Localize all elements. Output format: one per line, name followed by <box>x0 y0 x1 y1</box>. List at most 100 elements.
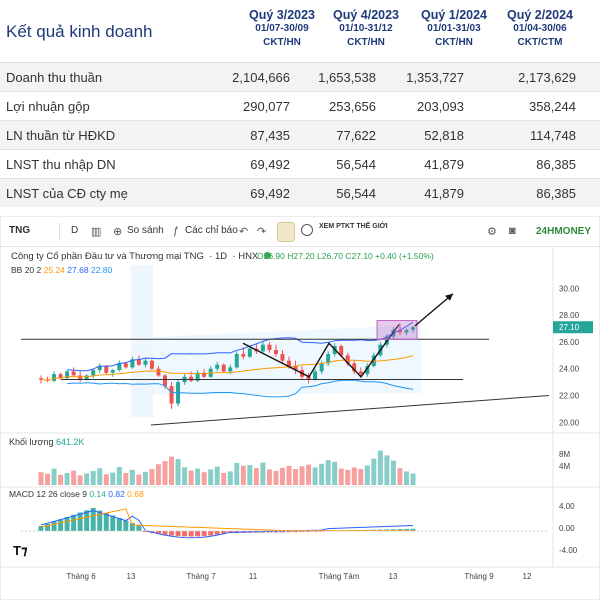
macd-histogram-bar <box>71 514 77 531</box>
row-label: Doanh thu thuần <box>6 70 103 85</box>
candle-body <box>123 363 128 368</box>
row-label: LNST của CĐ cty mẹ <box>6 186 128 201</box>
indicators-button[interactable]: Các chỉ báo <box>185 225 238 236</box>
candle-body <box>280 354 285 361</box>
globe-icon <box>301 224 313 236</box>
row-value: 69,492 <box>250 157 290 172</box>
symbol-search[interactable]: TNG <box>9 225 31 236</box>
candle-body <box>65 371 70 379</box>
indicators-icon[interactable]: ƒ <box>173 225 180 237</box>
add-icon[interactable]: ⊕ <box>113 226 123 238</box>
row-value: 86,385 <box>536 186 576 201</box>
volume-bar <box>149 469 155 485</box>
row-value: 56,544 <box>336 157 376 172</box>
macd-histogram-bar <box>306 531 312 532</box>
macd-histogram-bar <box>162 531 168 535</box>
volume-bar <box>90 471 96 485</box>
candle-body <box>149 360 154 369</box>
row-value: 2,104,666 <box>232 70 290 85</box>
volume-bar <box>227 471 233 485</box>
business-results-table: Kết quả kinh doanh Quý 3/2023 01/07-30/0… <box>0 0 600 212</box>
time-tick-label: 13 <box>389 572 398 581</box>
quarter-header: Quý 3/2023 01/07-30/09 CKT/HN <box>238 8 326 50</box>
camera-icon[interactable]: ◙ <box>509 225 516 237</box>
macd-histogram-bar <box>77 512 83 531</box>
macd-histogram-bar <box>312 531 318 532</box>
macd-line: 0.82 <box>108 489 125 499</box>
table-row: Lợi nhuận gộp 290,077 253,656 203,093 35… <box>0 91 600 120</box>
bollinger-lower-line <box>67 379 414 398</box>
macd-histogram-bar <box>90 508 96 531</box>
volume-bar <box>45 473 51 485</box>
macd-signal: 0.68 <box>127 489 144 499</box>
volume-bar <box>358 469 364 485</box>
volume-bar <box>51 468 57 485</box>
candle-body <box>313 371 318 380</box>
volume-bar <box>351 467 357 485</box>
volume-bar <box>129 469 135 485</box>
toolbar-divider <box>59 223 60 241</box>
quarter-label: Quý 4/2023 <box>332 8 399 22</box>
ascending-trendline <box>150 395 550 426</box>
ohlc-readout: O26.90 H27.20 L26.70 C27.10 +0.40 (+1.50… <box>257 251 434 261</box>
candle-body <box>358 371 363 375</box>
macd-histogram-bar <box>110 515 116 531</box>
interval-button[interactable]: D <box>71 225 79 236</box>
volume-bar <box>364 465 370 485</box>
candle-body <box>273 349 278 355</box>
row-value: 56,544 <box>336 186 376 201</box>
chart-canvas[interactable]: 30.00 28.00 26.00 24.00 22.00 20.00 8M 4M 4.00 0.… <box>1 217 599 599</box>
macd-histogram-bar <box>293 531 299 533</box>
volume-bar <box>403 471 409 485</box>
bollinger-fill <box>131 265 153 417</box>
redo-icon[interactable]: ↷ <box>257 226 267 238</box>
macd-histogram-bar <box>97 510 103 531</box>
quarter-header: Quý 2/2024 01/04-30/06 CKT/CTM <box>496 8 584 50</box>
macd-histogram-bar <box>208 531 214 536</box>
macd-histogram-bar <box>410 528 416 531</box>
volume-bar <box>116 467 122 485</box>
stock-chart[interactable]: TNG D ▥ ⊕ So sánh ƒ Các chỉ báo ↶ ↷ XEM … <box>0 216 600 600</box>
row-value: 1,353,727 <box>406 70 464 85</box>
world-analysis-link[interactable]: XEM PTKT THẾ GIỚI <box>319 223 388 230</box>
partner-logo[interactable] <box>277 222 295 242</box>
volume-bar <box>286 465 292 485</box>
volume-bar <box>64 473 70 485</box>
volume-bar <box>84 473 90 485</box>
macd-histogram-bar <box>45 523 51 531</box>
tradingview-logo[interactable]: T⁊ <box>13 543 28 558</box>
results-header: Kết quả kinh doanh Quý 3/2023 01/07-30/0… <box>0 0 600 62</box>
compare-button[interactable]: So sánh <box>127 225 164 236</box>
volume-bar <box>103 474 109 485</box>
macd-legend: MACD 12 26 close 9 0.14 0.82 0.68 <box>9 489 144 499</box>
volume-bar <box>182 467 188 485</box>
table-row: LNST thu nhập DN 69,492 56,544 41,879 86… <box>0 149 600 178</box>
candles-icon[interactable]: ▥ <box>91 226 102 238</box>
quarter-header: Quý 1/2024 01/01-31/03 CKT/HN <box>410 8 498 50</box>
volume-bar <box>188 470 194 485</box>
zigzag-pattern-drawing <box>242 324 400 378</box>
volume-bar <box>201 472 207 485</box>
volume-bar <box>110 472 116 485</box>
gear-icon[interactable]: ⚙ <box>487 226 497 238</box>
volume-bar <box>266 469 272 485</box>
volume-bar <box>234 463 240 485</box>
candle-body <box>163 375 167 387</box>
candle-body <box>287 360 291 367</box>
undo-icon[interactable]: ↶ <box>239 226 249 238</box>
candle-body <box>97 366 102 371</box>
volume-bar <box>214 466 220 485</box>
macd-histogram-bar <box>279 531 285 533</box>
candle-body <box>397 329 402 333</box>
price-tick-label: 28.00 <box>559 311 580 320</box>
bb-upper: 27.68 <box>67 265 89 275</box>
volume-bar <box>312 467 318 485</box>
table-row: Doanh thu thuần 2,104,666 1,653,538 1,35… <box>0 62 600 91</box>
bollinger-legend: BB 20 2 25.24 27.68 22.80 <box>11 265 112 275</box>
row-value: 290,077 <box>243 99 290 114</box>
bb-basis: 25.24 <box>43 265 65 275</box>
volume-bar <box>377 450 383 485</box>
volume-bar <box>136 474 142 485</box>
macd-histogram-bar <box>129 523 135 531</box>
macd-histogram-bar <box>58 519 64 531</box>
